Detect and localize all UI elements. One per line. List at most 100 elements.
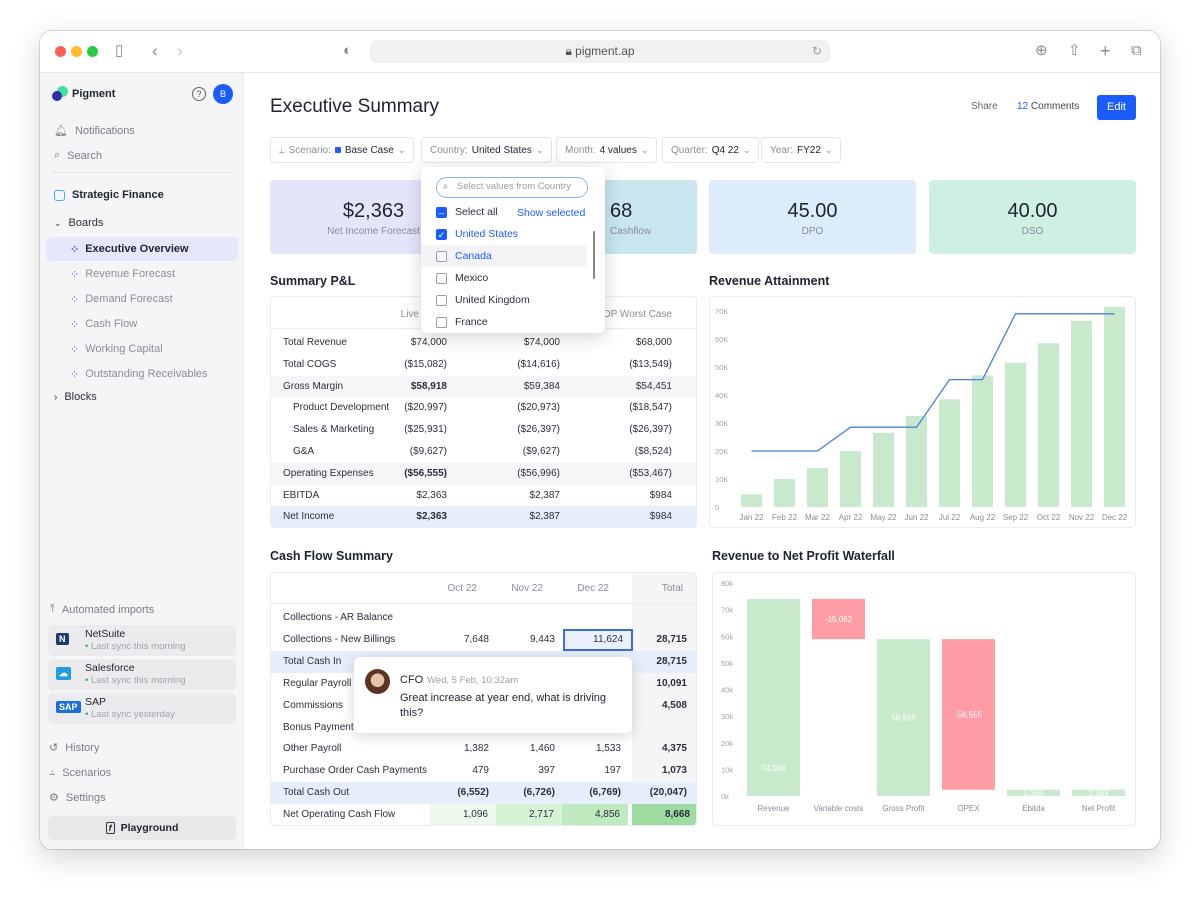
cell[interactable]: ($25,931): [404, 424, 447, 436]
cell[interactable]: ($26,397): [517, 424, 560, 436]
cell[interactable]: 4,508: [661, 699, 687, 711]
cell[interactable]: 197: [604, 765, 621, 777]
revenue-bar[interactable]: [1038, 343, 1059, 507]
tabs-overview-icon[interactable]: ⧉: [1131, 42, 1142, 59]
cell[interactable]: ($13,549): [629, 358, 672, 370]
waterfall-bar[interactable]: [1007, 789, 1060, 796]
cell[interactable]: (6,769): [589, 787, 621, 799]
reload-icon[interactable]: ↻: [811, 44, 822, 58]
sidebar-board-item[interactable]: ⁘ Cash Flow: [46, 312, 238, 336]
cell[interactable]: $2,387: [529, 511, 560, 523]
minimize-window-button[interactable]: [71, 46, 82, 57]
waterfall-bar[interactable]: [1072, 789, 1125, 796]
country-option[interactable]: Mexico: [421, 267, 587, 289]
sidebar-boards-toggle[interactable]: ⌄ Boards: [54, 217, 103, 229]
maximize-window-button[interactable]: [87, 46, 98, 57]
sidebar-board-item[interactable]: ⁘ Demand Forecast: [46, 287, 238, 311]
revenue-bar[interactable]: [972, 375, 993, 507]
cell[interactable]: 1,382: [463, 743, 489, 755]
revenue-bar[interactable]: [1104, 306, 1125, 507]
cell[interactable]: 11,624: [563, 628, 633, 651]
sidebar-notifications[interactable]: 🔔︎ Notifications: [54, 124, 135, 138]
country-option[interactable]: ✓ United States: [421, 223, 587, 245]
automated-imports[interactable]: ⤒ Automated imports: [50, 603, 154, 616]
cell[interactable]: ($56,555): [404, 467, 447, 479]
cell[interactable]: 2,717: [496, 804, 562, 825]
import-item[interactable]: ☁ SalesforceLast sync this morning: [48, 659, 236, 690]
workspace-strategic-finance[interactable]: Strategic Finance: [54, 189, 164, 201]
revenue-bar[interactable]: [840, 451, 861, 507]
cell[interactable]: ($53,467): [629, 467, 672, 479]
show-selected-link[interactable]: Show selected: [517, 207, 586, 219]
sidebar-scenarios[interactable]: ⥿ Scenarios: [49, 766, 111, 779]
scrollbar[interactable]: [593, 231, 595, 279]
cell[interactable]: ($26,397): [629, 424, 672, 436]
cell[interactable]: 7,648: [463, 633, 489, 645]
user-avatar[interactable]: B: [213, 84, 233, 104]
cell[interactable]: ($20,973): [517, 402, 560, 414]
address-bar[interactable]: 🔒︎ pigment.ap ↻: [370, 40, 830, 63]
forward-icon[interactable]: ›: [177, 41, 183, 60]
cell[interactable]: ($8,524): [634, 446, 672, 457]
help-icon[interactable]: ?: [192, 87, 206, 101]
revenue-bar[interactable]: [774, 479, 795, 507]
cell[interactable]: ($18,547): [629, 402, 672, 414]
cell[interactable]: 1,533: [595, 743, 621, 755]
import-item[interactable]: N NetSuiteLast sync this morning: [48, 625, 236, 656]
share-icon[interactable]: ⇧: [1068, 42, 1081, 59]
sidebar-blocks-toggle[interactable]: › Blocks: [54, 391, 97, 403]
cell[interactable]: $59,384: [523, 380, 560, 392]
back-icon[interactable]: ‹: [152, 41, 158, 60]
cell[interactable]: 1,460: [529, 743, 555, 755]
country-search-input[interactable]: ⌕ Select values from Country: [436, 177, 588, 198]
sidebar-board-item[interactable]: ⁘ Revenue Forecast: [46, 262, 238, 286]
country-option[interactable]: Canada: [421, 245, 587, 267]
cell[interactable]: $54,451: [635, 380, 672, 392]
import-item[interactable]: SAPSAPLast sync yesterday: [48, 693, 236, 724]
sidebar-search[interactable]: ⌕ Search: [54, 149, 102, 162]
cell[interactable]: ($9,627): [522, 446, 560, 457]
new-tab-icon[interactable]: +: [1100, 41, 1111, 61]
cell[interactable]: $2,363: [416, 489, 447, 501]
cell[interactable]: 10,091: [656, 677, 687, 689]
cell[interactable]: 4,375: [661, 743, 687, 755]
cell[interactable]: 4,856: [562, 804, 628, 825]
select-all-checkbox[interactable]: – Select all: [421, 201, 498, 223]
waterfall-bar[interactable]: [747, 598, 800, 796]
waterfall-bar[interactable]: [877, 639, 930, 796]
waterfall-bar[interactable]: [812, 598, 865, 640]
cell[interactable]: 9,443: [529, 633, 555, 645]
cell[interactable]: (20,047): [649, 787, 687, 799]
sidebar-toggle-icon[interactable]: ▯: [115, 42, 124, 59]
sidebar-settings[interactable]: ⚙ Settings: [49, 791, 106, 805]
cell[interactable]: 1,073: [661, 765, 687, 777]
cell[interactable]: $74,000: [410, 337, 447, 348]
shield-icon[interactable]: ◐: [343, 42, 353, 59]
cell[interactable]: 1,096: [430, 804, 496, 825]
cell[interactable]: ($15,082): [404, 358, 447, 370]
revenue-bar[interactable]: [741, 494, 762, 507]
share-button[interactable]: Share: [971, 101, 998, 112]
edit-button[interactable]: Edit: [1097, 95, 1136, 120]
cell[interactable]: 8,668: [632, 804, 696, 825]
cell[interactable]: $984: [649, 511, 672, 523]
cell[interactable]: 479: [472, 765, 489, 777]
revenue-bar[interactable]: [807, 467, 828, 507]
waterfall-bar[interactable]: [942, 639, 995, 790]
filter-quarter[interactable]: Quarter: Q4 22 ⌄: [662, 137, 760, 163]
cell[interactable]: $68,000: [635, 337, 672, 348]
playground-button[interactable]: f Playground: [48, 816, 236, 840]
cell[interactable]: $74,000: [523, 337, 560, 348]
revenue-bar[interactable]: [873, 432, 894, 507]
cell[interactable]: (6,726): [523, 787, 555, 799]
cell[interactable]: ($20,997): [404, 402, 447, 414]
sidebar-board-item[interactable]: ⁘ Executive Overview: [46, 237, 238, 261]
revenue-bar[interactable]: [1005, 362, 1026, 507]
filter-month[interactable]: Month: 4 values ⌄: [556, 137, 658, 163]
revenue-bar[interactable]: [1071, 320, 1092, 507]
download-icon[interactable]: ⊕: [1035, 42, 1048, 59]
close-window-button[interactable]: [55, 46, 66, 57]
cell[interactable]: (6,552): [457, 787, 489, 799]
cell[interactable]: 28,715: [656, 633, 687, 645]
comments-button[interactable]: 12 Comments: [1017, 101, 1079, 112]
